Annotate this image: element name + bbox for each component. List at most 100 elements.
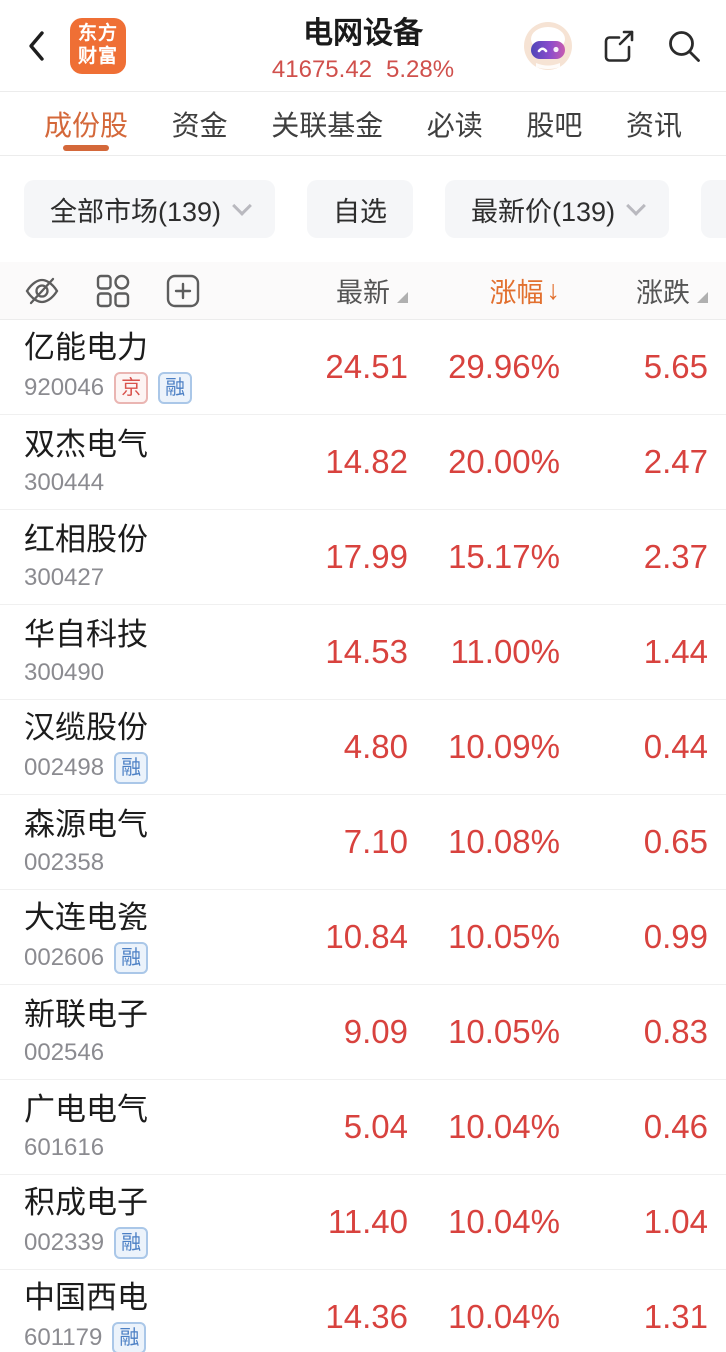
table-row[interactable]: 广电电气 601616 5.04 10.04% 0.46 (0, 1080, 726, 1175)
stock-code: 002498 (24, 754, 105, 782)
beijing-exchange-badge: 京 (114, 372, 149, 405)
filter-watchlist[interactable]: 自选 (307, 180, 414, 238)
stock-name-block: 华自科技 300490 (24, 617, 258, 688)
logo-line1: 东方 (77, 23, 118, 45)
table-row[interactable]: 森源电气 002358 7.10 10.08% 0.65 (0, 795, 726, 890)
stock-name: 新联电子 (24, 996, 148, 1032)
change-percent-value: 10.05% (448, 918, 560, 955)
margin-trading-badge: 融 (112, 1322, 147, 1352)
table-row[interactable]: 红相股份 300427 17.99 15.17% 2.37 (0, 510, 726, 605)
table-header-tools (24, 274, 258, 308)
eastmoney-logo[interactable]: 东方 财富 (70, 17, 126, 74)
share-button[interactable] (598, 26, 638, 66)
stock-name-block: 双杰电气 300444 (24, 427, 258, 498)
column-latest-price[interactable]: 最新 (258, 271, 408, 310)
sort-corner-icon (697, 292, 708, 303)
search-button[interactable] (664, 26, 704, 66)
robot-avatar-icon (524, 21, 572, 70)
latest-price-value: 9.09 (343, 1013, 408, 1050)
stock-code: 002339 (24, 1229, 105, 1257)
latest-price-value: 24.51 (325, 348, 408, 385)
page-title: 电网设备 (302, 16, 423, 50)
filter-all-markets-label: 全部市场(139) (50, 196, 222, 227)
change-percent-value: 10.04% (448, 1298, 560, 1335)
stock-code-line: 300427 (24, 564, 258, 592)
assistant-avatar[interactable] (524, 21, 572, 70)
latest-price-value: 10.84 (325, 918, 408, 955)
table-row[interactable]: 大连电瓷 002606 融 10.84 10.05% 0.99 (0, 890, 726, 985)
column-change-amount[interactable]: 涨跌 (560, 271, 708, 310)
table-row[interactable]: 亿能电力 920046 京融 24.51 29.96% 5.65 (0, 320, 726, 415)
tab-stock-forum[interactable]: 股吧 (526, 109, 583, 141)
stock-name-block: 大连电瓷 002606 融 (24, 900, 258, 975)
navbar-left: 东方 财富 (22, 17, 126, 74)
change-percent-value: 10.05% (448, 1013, 560, 1050)
latest-price-value: 14.82 (325, 443, 408, 480)
latest-price-value: 7.10 (343, 823, 408, 860)
stock-code-line: 002606 融 (24, 942, 258, 975)
stock-code-line: 002339 融 (24, 1227, 258, 1260)
stock-code: 002358 (24, 849, 105, 877)
back-button[interactable] (22, 26, 56, 66)
filter-all-markets[interactable]: 全部市场(139) (24, 180, 276, 238)
change-percent-value: 29.96% (448, 348, 560, 385)
stock-name: 汉缆股份 (24, 709, 148, 745)
change-amount-value: 1.31 (643, 1298, 708, 1335)
stock-name: 红相股份 (24, 521, 148, 557)
change-amount-value: 5.65 (643, 348, 708, 385)
tab-must-read[interactable]: 必读 (426, 109, 483, 141)
change-percent-value: 10.09% (448, 728, 560, 765)
table-row[interactable]: 华自科技 300490 14.53 11.00% 1.44 (0, 605, 726, 700)
sort-descending-arrow-icon: ↓ (546, 275, 561, 305)
tab-news[interactable]: 资讯 (625, 109, 682, 141)
stock-name: 积成电子 (24, 1184, 148, 1220)
table-row[interactable]: 新联电子 002546 9.09 10.05% 0.83 (0, 985, 726, 1080)
change-amount-value: 0.99 (643, 918, 708, 955)
stock-code-line: 002546 (24, 1039, 258, 1067)
change-percent-value: 10.08% (448, 823, 560, 860)
logo-line2: 财富 (77, 45, 118, 67)
stock-list: 亿能电力 920046 京融 24.51 29.96% 5.65 双杰电气 30… (0, 320, 726, 1352)
table-row[interactable]: 汉缆股份 002498 融 4.80 10.09% 0.44 (0, 700, 726, 795)
column-change-percent-label: 涨幅 (489, 278, 544, 308)
change-amount-value: 1.04 (643, 1203, 708, 1240)
margin-trading-badge: 融 (114, 752, 149, 785)
column-change-percent[interactable]: 涨幅 ↓ (408, 271, 561, 310)
change-amount-value: 0.83 (643, 1013, 708, 1050)
tab-related-funds[interactable]: 关联基金 (271, 109, 384, 141)
change-amount-value: 0.46 (643, 1108, 708, 1145)
stock-name-block: 新联电子 002546 (24, 997, 258, 1068)
add-column-plus-icon[interactable] (166, 274, 200, 308)
margin-trading-badge: 融 (114, 942, 149, 975)
sort-corner-icon (397, 292, 408, 303)
filter-latest-price[interactable]: 最新价(139) (445, 180, 670, 238)
tab-constituents[interactable]: 成份股 (44, 92, 128, 155)
tab-funds-flow[interactable]: 资金 (171, 109, 228, 141)
tab-bar: 成份股 资金 关联基金 必读 股吧 资讯 (0, 92, 726, 156)
filter-leaders[interactable]: 龙头 (701, 180, 726, 238)
table-row[interactable]: 双杰电气 300444 14.82 20.00% 2.47 (0, 415, 726, 510)
stock-name: 大连电瓷 (24, 899, 148, 935)
latest-price-value: 4.80 (343, 728, 408, 765)
stock-name-block: 积成电子 002339 融 (24, 1185, 258, 1260)
table-row[interactable]: 积成电子 002339 融 11.40 10.04% 1.04 (0, 1175, 726, 1270)
stock-name: 中国西电 (24, 1279, 148, 1315)
change-amount-value: 1.44 (643, 633, 708, 670)
back-chevron-icon (22, 28, 54, 64)
stock-name: 双杰电气 (24, 426, 148, 462)
change-percent-value: 10.04% (448, 1203, 560, 1240)
stock-name: 亿能电力 (24, 329, 148, 365)
filter-watchlist-label: 自选 (333, 196, 388, 227)
table-row[interactable]: 中国西电 601179 融 14.36 10.04% 1.31 (0, 1270, 726, 1352)
change-amount-value: 2.37 (643, 538, 708, 575)
latest-price-value: 5.04 (343, 1108, 408, 1145)
table-header: 最新 涨幅 ↓ 涨跌 (0, 262, 726, 320)
layout-grid-icon[interactable] (96, 274, 130, 308)
stock-name: 华自科技 (24, 616, 148, 652)
change-percent-value: 20.00% (448, 443, 560, 480)
latest-price-value: 14.36 (325, 1298, 408, 1335)
stock-name: 广电电气 (24, 1091, 148, 1127)
hide-eye-off-icon[interactable] (24, 275, 60, 307)
stock-code-line: 300444 (24, 469, 258, 497)
column-latest-price-label: 最新 (336, 278, 390, 308)
